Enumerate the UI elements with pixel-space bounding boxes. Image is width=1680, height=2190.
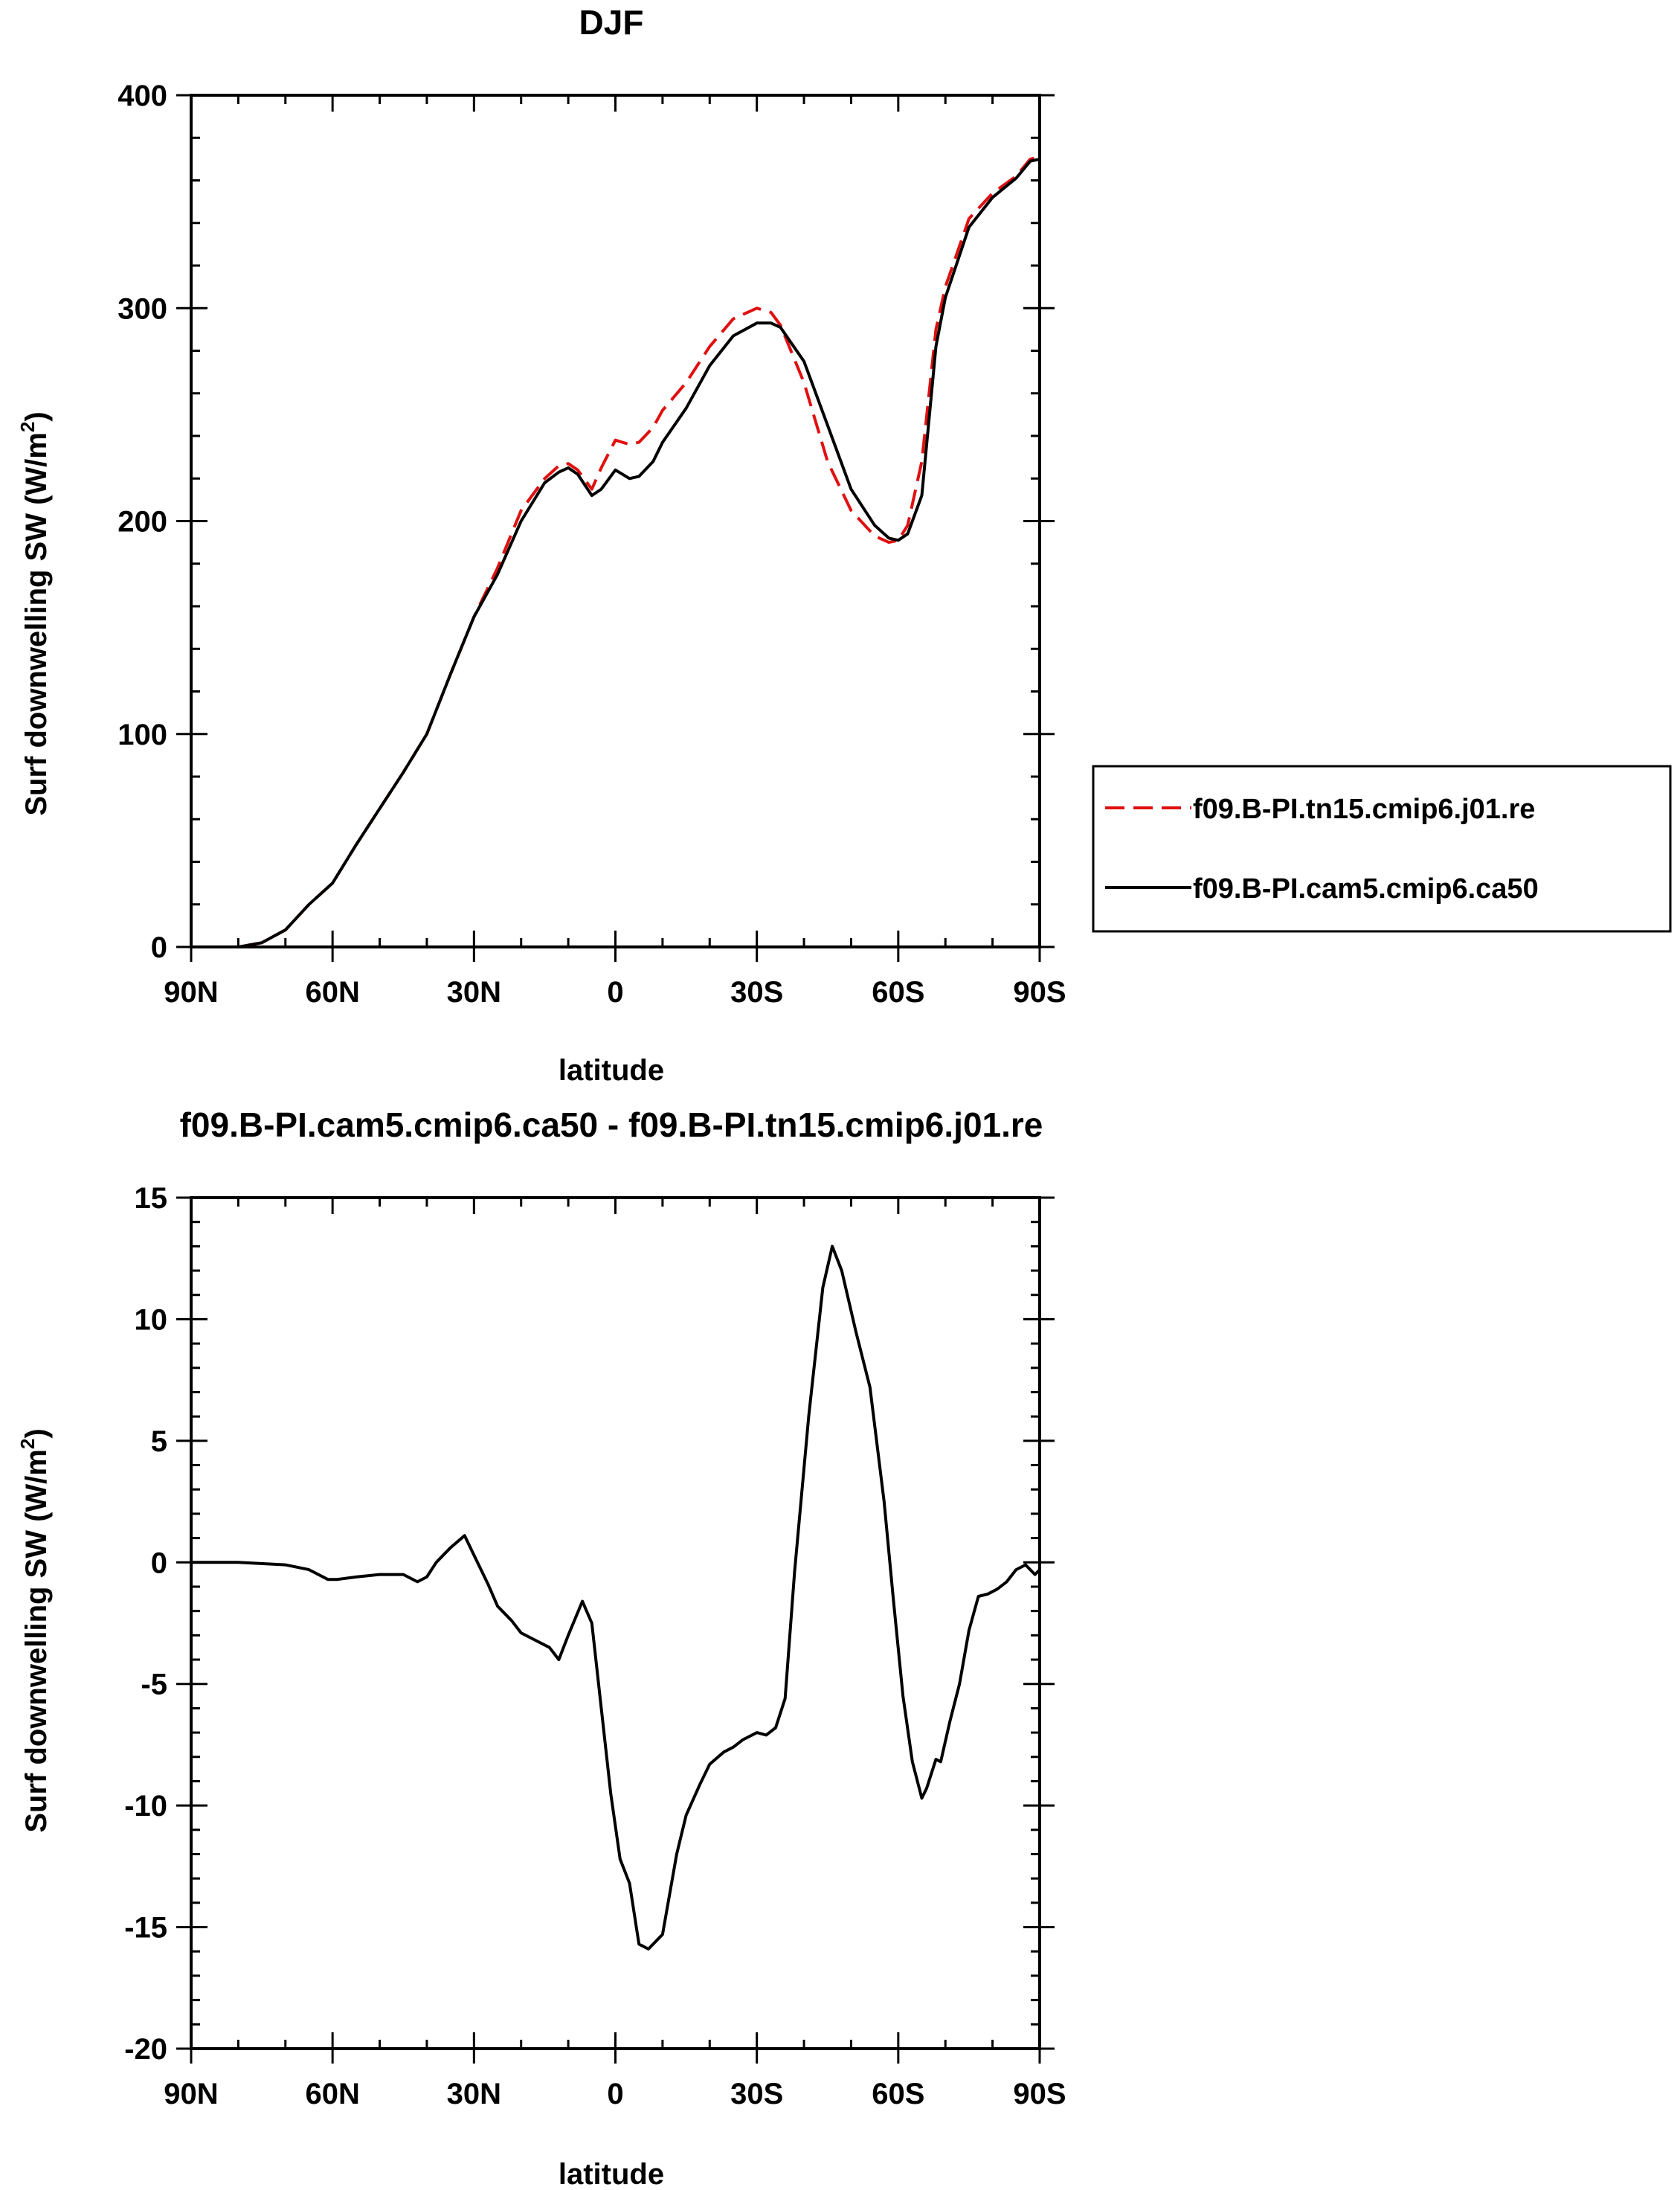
- x-tick-label: 30N: [447, 976, 501, 1009]
- x-tick-label: 90S: [1013, 976, 1066, 1009]
- y-tick-label: 0: [151, 931, 167, 964]
- x-tick-label: 60S: [872, 2078, 924, 2110]
- y-tick-label: 300: [118, 292, 167, 325]
- chart-bottom-x-axis-label: latitude: [559, 2158, 664, 2190]
- x-tick-label: 30S: [730, 976, 783, 1009]
- x-tick-label: 60N: [305, 2078, 359, 2110]
- series-line-0: [191, 157, 1040, 947]
- x-tick-label: 60N: [305, 976, 359, 1009]
- x-tick-label: 90N: [164, 976, 218, 1009]
- y-tick-label: 400: [118, 80, 167, 112]
- chart-bottom-y-axis-label: Surf downwelling SW (W/m2): [16, 1428, 53, 1832]
- chart-top-plot-area: 90N 60N 30N 0 30S 60S 90S 0 100 200 300 400: [118, 80, 1066, 1009]
- series-line-0: [191, 1246, 1040, 1949]
- x-tick-label: 0: [607, 976, 623, 1009]
- y-tick-label: 100: [118, 719, 167, 751]
- x-tick-label: 30S: [730, 2078, 783, 2110]
- chart-bottom-frame: [191, 1198, 1040, 2049]
- chart-bottom-plot-area: 90N 60N 30N 0 30S 60S 90S 15 10 5 0 -5 -10 -15 -20: [124, 1182, 1066, 2110]
- legend-series-0-label: f09.B-PI.tn15.cmip6.j01.re: [1193, 794, 1535, 825]
- y-tick-label: -10: [124, 1790, 167, 1823]
- x-tick-label: 0: [607, 2078, 623, 2110]
- y-tick-label: 5: [151, 1425, 167, 1458]
- series-line-1: [191, 159, 1040, 947]
- y-tick-label: 15: [135, 1182, 168, 1215]
- chart-top-y-axis-label: Surf downwelling SW (W/m2): [16, 411, 53, 815]
- y-tick-label: 0: [151, 1547, 167, 1579]
- y-tick-label: 200: [118, 506, 167, 539]
- x-tick-label: 30N: [447, 2078, 501, 2110]
- chart-top-title: DJF: [579, 3, 644, 42]
- legend-box: [1093, 766, 1670, 931]
- y-tick-label: 10: [135, 1303, 168, 1336]
- x-tick-label: 90S: [1013, 2078, 1066, 2110]
- y-tick-label: -5: [141, 1669, 167, 1701]
- chart-top-x-axis-label: latitude: [559, 1054, 664, 1087]
- x-tick-label: 90N: [164, 2078, 218, 2110]
- y-tick-label: -15: [124, 1912, 167, 1945]
- x-tick-label: 60S: [872, 976, 924, 1009]
- chart-top: DJF 90N 60N 30N 0 30S 60S 90S 0 100 200 300 400 lat…: [16, 3, 1670, 1087]
- legend-series-1-label: f09.B-PI.cam5.cmip6.ca50: [1193, 873, 1539, 905]
- y-tick-label: -20: [124, 2033, 167, 2066]
- chart-bottom: f09.B-PI.cam5.cmip6.ca50 - f09.B-PI.tn15…: [16, 1105, 1066, 2190]
- chart-top-legend: f09.B-PI.tn15.cmip6.j01.re f09.B-PI.cam5…: [1093, 766, 1670, 931]
- chart-bottom-title: f09.B-PI.cam5.cmip6.ca50 - f09.B-PI.tn15…: [180, 1105, 1043, 1144]
